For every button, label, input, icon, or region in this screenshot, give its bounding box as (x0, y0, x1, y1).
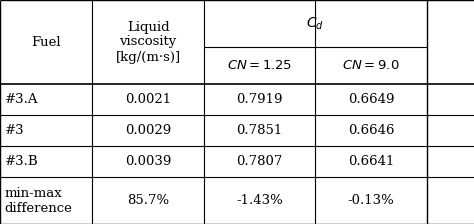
Text: 0.6641: 0.6641 (348, 155, 394, 168)
Text: 0.6646: 0.6646 (347, 124, 394, 137)
Text: $C_d$: $C_d$ (306, 15, 324, 32)
Text: #3.B: #3.B (5, 155, 38, 168)
Text: -0.13%: -0.13% (347, 194, 394, 207)
Text: #3.A: #3.A (5, 93, 38, 106)
Text: Fuel: Fuel (31, 35, 61, 49)
Text: Liquid
viscosity
[kg/(m·s)]: Liquid viscosity [kg/(m·s)] (116, 21, 181, 63)
Text: 0.7851: 0.7851 (237, 124, 283, 137)
Text: 0.0039: 0.0039 (125, 155, 171, 168)
Text: 0.7807: 0.7807 (237, 155, 283, 168)
Text: 0.0029: 0.0029 (125, 124, 171, 137)
Text: 0.7919: 0.7919 (236, 93, 283, 106)
Text: 85.7%: 85.7% (127, 194, 169, 207)
Text: #3: #3 (5, 124, 24, 137)
Text: 0.0021: 0.0021 (125, 93, 171, 106)
Text: -1.43%: -1.43% (236, 194, 283, 207)
Text: $CN = 9.0$: $CN = 9.0$ (342, 59, 400, 72)
Text: $CN = 1.25$: $CN = 1.25$ (227, 59, 292, 72)
Text: min-max
difference: min-max difference (5, 187, 73, 215)
Text: 0.6649: 0.6649 (347, 93, 394, 106)
